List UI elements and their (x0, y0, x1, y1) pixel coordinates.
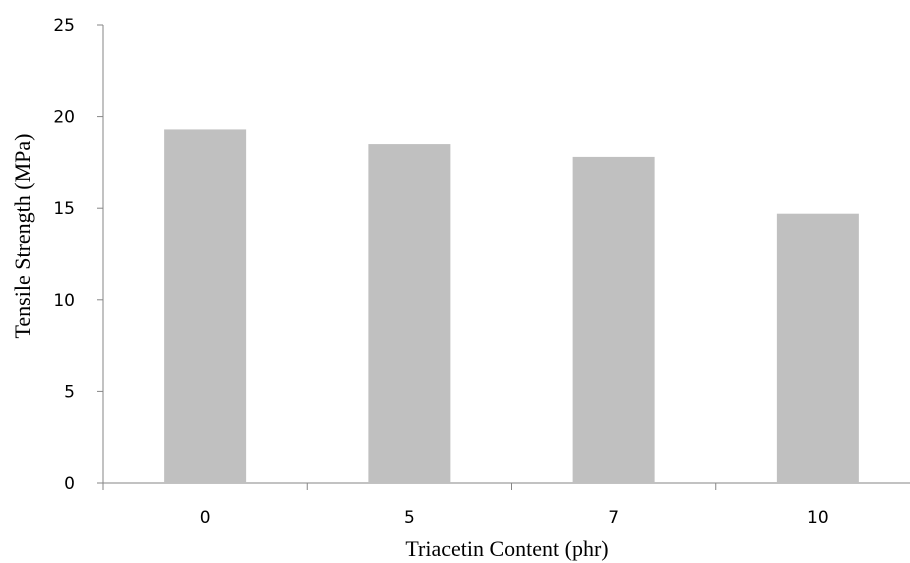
bar-10 (776, 213, 859, 484)
y-tick-label: 20 (53, 108, 75, 128)
y-tick-label: 5 (64, 382, 75, 402)
x-tick-label: 10 (807, 508, 829, 528)
y-axis-title: Tensile Strength (MPa) (10, 134, 35, 339)
bar-0 (164, 129, 247, 483)
bar-7 (572, 156, 655, 484)
y-tick-label: 15 (53, 199, 75, 219)
x-tick-label: 7 (608, 508, 619, 528)
bars (164, 129, 859, 484)
x-tick-labels: 0 5 7 10 (200, 508, 829, 528)
y-tick-label: 10 (53, 291, 75, 311)
y-tick-labels: 0 5 10 15 20 25 (53, 16, 75, 494)
bar-5 (368, 144, 451, 483)
x-tick-label: 0 (200, 508, 211, 528)
y-tick-label: 0 (64, 474, 75, 494)
y-tick-label: 25 (53, 16, 75, 36)
x-tick-label: 5 (404, 508, 415, 528)
x-axis-title: Triacetin Content (phr) (405, 536, 608, 561)
